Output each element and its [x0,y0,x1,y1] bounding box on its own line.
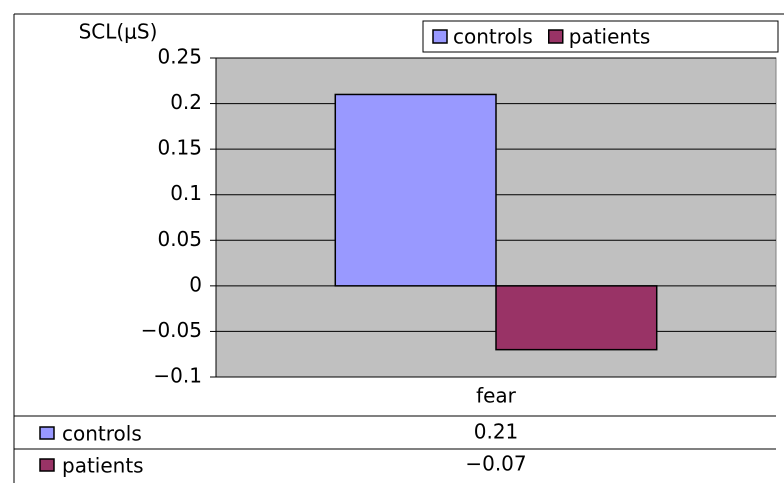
bar [334,93,497,287]
table-value: 0.21 [474,420,519,444]
y-tick-label: 0 [189,272,202,296]
y-tick-label: 0.1 [170,181,202,205]
legend-label: controls [453,25,533,49]
y-axis-label: SCL(μS) [79,20,158,44]
y-tick-label: −0.1 [153,364,202,388]
table-row-label: patients [62,454,144,478]
y-tick-label: 0.25 [157,45,202,69]
legend-box [422,20,779,53]
legend-swatch [432,29,448,44]
table-swatch [39,458,55,472]
legend-swatch [548,29,564,44]
table-swatch [39,426,55,440]
bar [495,285,658,351]
y-tick-label: −0.05 [141,318,202,342]
y-tick-label: 0.15 [157,136,202,160]
x-tick-label: fear [476,384,517,408]
y-tick-label: 0.2 [170,90,202,114]
y-tick-label: 0.05 [157,227,202,251]
legend-label: patients [569,25,651,49]
table-value: −0.07 [465,452,526,476]
table-row-label: controls [62,422,142,446]
